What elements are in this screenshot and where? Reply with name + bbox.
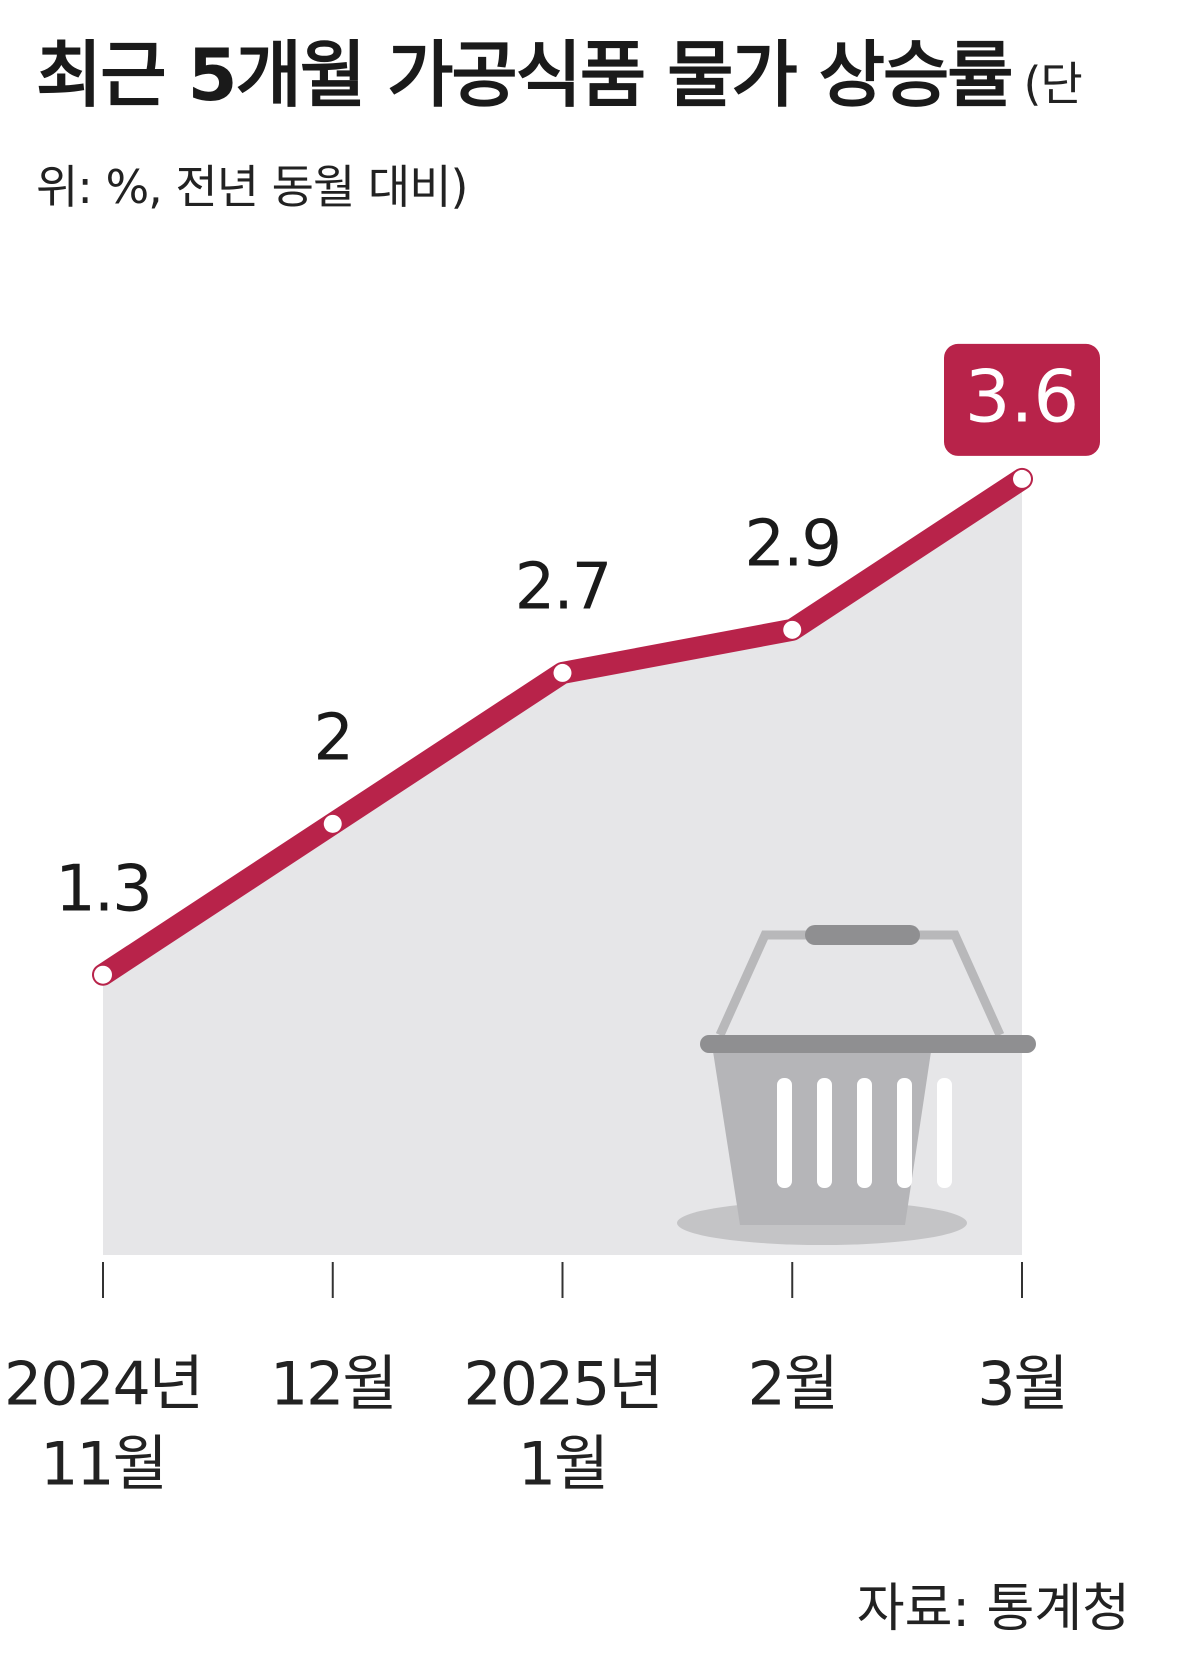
x-tick-label: 2월 [748,1350,837,1420]
value-label: 1.3 [55,852,151,926]
value-label: 2.7 [515,551,611,625]
x-tick-label: 11월 [40,1430,166,1500]
value-badge [944,343,1100,456]
point [553,663,572,682]
value-label: 2 [313,701,352,775]
chart-subtitle: (단위: %, 전년 동월 대비) [36,57,1083,214]
point [783,620,802,639]
x-tick-label: 2025년 [464,1350,662,1420]
x-tick-label: 1월 [518,1430,607,1500]
x-tick-label: 2024년 [4,1350,202,1420]
point [94,965,112,984]
point [323,814,342,833]
title-block: 최근 5개월 가공식품 물가 상승률 (단위: %, 전년 동월 대비) [36,28,1116,234]
value-label: 3.6 [965,354,1080,438]
chart-title: 최근 5개월 가공식품 물가 상승률 [36,33,1013,117]
source: 자료: 통계청 [857,1579,1130,1639]
foreground: 2024년 11월 12월 2025년 1월 2월 3월 1.3 2 2.7 2.9 3.6 [4,343,1100,1500]
x-tick-label: 12월 [270,1350,396,1420]
point [1013,469,1031,488]
basket-icon [677,925,1036,1245]
value-label: 2.9 [744,507,840,581]
x-tick-label: 3월 [977,1350,1066,1420]
